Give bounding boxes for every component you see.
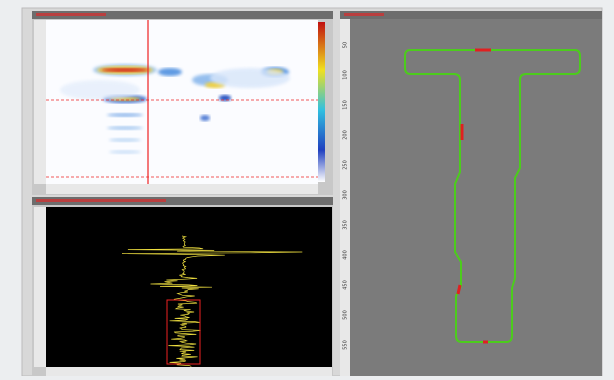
panel-title-bar (32, 197, 333, 205)
y-tick-label: 50 (343, 42, 349, 48)
y-tick-label: 200 (343, 130, 349, 140)
panel-title-bar (32, 11, 333, 19)
y-tick-label: 150 (343, 100, 349, 110)
blob (107, 113, 143, 117)
y-tick-label: 100 (343, 70, 349, 80)
blob (101, 68, 149, 72)
c-scan-image (46, 20, 318, 184)
a-scan-panel (32, 197, 333, 376)
gate-box (166, 299, 201, 365)
y-tick-label: 400 (343, 250, 349, 260)
y-tick-label: 300 (343, 190, 349, 200)
c-scan-blobs (60, 64, 290, 154)
path-panel (340, 11, 602, 376)
blob (107, 126, 143, 130)
panel-title-bar (340, 11, 602, 19)
blob (109, 138, 141, 142)
blob (210, 68, 290, 88)
y-axis (34, 20, 46, 184)
x-axis (46, 367, 332, 376)
panel-title (36, 199, 166, 202)
y-tick-label: 250 (343, 160, 349, 170)
scan-path (404, 49, 581, 343)
blob (219, 95, 231, 101)
panel-title (36, 13, 106, 16)
blob (200, 115, 210, 121)
y-axis (340, 19, 350, 376)
blob (109, 150, 141, 154)
panel-frame (340, 11, 602, 376)
x-axis (46, 184, 318, 194)
y-tick-label: 350 (343, 220, 349, 230)
c-scan-panel (32, 11, 333, 195)
y-tick-label: 500 (343, 310, 349, 320)
blob (60, 80, 140, 100)
a-scan-waveform (121, 235, 303, 367)
blob (158, 68, 182, 76)
panel-title (344, 13, 384, 16)
y-axis (34, 207, 46, 367)
flaw-segment (456, 284, 462, 295)
y-tick-label: 550 (343, 340, 349, 350)
y-tick-label: 450 (343, 280, 349, 290)
color-bar (318, 22, 325, 182)
